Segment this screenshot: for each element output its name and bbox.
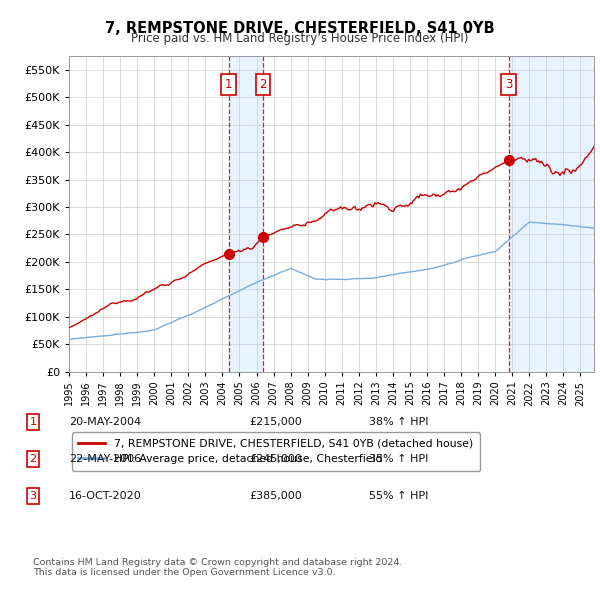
Text: 16-OCT-2020: 16-OCT-2020: [69, 491, 142, 501]
Text: 2: 2: [259, 78, 266, 91]
Bar: [580, 56, 600, 372]
Text: 3: 3: [29, 491, 37, 501]
Text: 38% ↑ HPI: 38% ↑ HPI: [369, 417, 428, 427]
Legend: 7, REMPSTONE DRIVE, CHESTERFIELD, S41 0YB (detached house), HPI: Average price, : 7, REMPSTONE DRIVE, CHESTERFIELD, S41 0Y…: [72, 432, 480, 471]
Text: 7, REMPSTONE DRIVE, CHESTERFIELD, S41 0YB: 7, REMPSTONE DRIVE, CHESTERFIELD, S41 0Y…: [105, 21, 495, 35]
Text: £215,000: £215,000: [249, 417, 302, 427]
Text: 55% ↑ HPI: 55% ↑ HPI: [369, 491, 428, 501]
Text: 3: 3: [505, 78, 512, 91]
Text: Price paid vs. HM Land Registry’s House Price Index (HPI): Price paid vs. HM Land Registry’s House …: [131, 32, 469, 45]
Text: 2: 2: [29, 454, 37, 464]
Bar: [229, 56, 263, 372]
Text: 20-MAY-2004: 20-MAY-2004: [69, 417, 141, 427]
Bar: [509, 56, 600, 372]
Text: 35% ↑ HPI: 35% ↑ HPI: [369, 454, 428, 464]
Text: 22-MAY-2006: 22-MAY-2006: [69, 454, 141, 464]
Text: This data is licensed under the Open Government Licence v3.0.: This data is licensed under the Open Gov…: [33, 568, 335, 577]
Text: 1: 1: [29, 417, 37, 427]
Text: £245,000: £245,000: [249, 454, 302, 464]
Text: £385,000: £385,000: [249, 491, 302, 501]
Text: 1: 1: [225, 78, 232, 91]
Text: Contains HM Land Registry data © Crown copyright and database right 2024.: Contains HM Land Registry data © Crown c…: [33, 558, 403, 567]
